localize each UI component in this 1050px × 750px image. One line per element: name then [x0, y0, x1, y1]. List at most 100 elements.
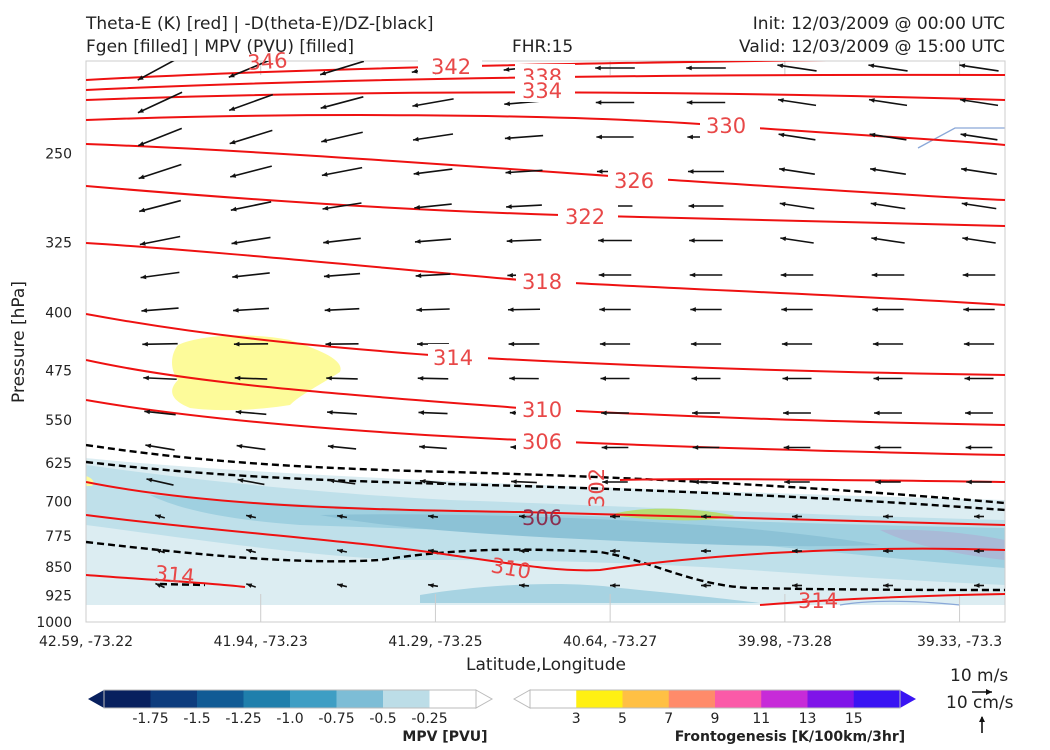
dthetae-contour-4 [159, 582, 206, 587]
wind-vector [137, 61, 175, 81]
wind-vector-head [323, 273, 330, 279]
wind-vector-head [701, 583, 707, 588]
wind-vector-head [871, 272, 878, 278]
y-tick-label: 550 [45, 413, 72, 429]
wind-vector-head [601, 410, 607, 416]
wind-vector-head [246, 548, 253, 554]
wind-vector-head [688, 203, 695, 209]
contour-label-330: 330 [706, 114, 746, 138]
fgen-colorbar-frame [529, 689, 901, 709]
wind-vectors [137, 61, 999, 589]
wind-vector-head [780, 236, 787, 242]
theta-e-contour-334 [86, 91, 1005, 101]
mpv-colorbar-segment [336, 690, 384, 708]
wind-vector [412, 98, 454, 107]
wind-vector-head [428, 514, 434, 519]
wind-vector-head [326, 375, 332, 381]
contour-label-334: 334 [522, 79, 562, 103]
wind-vector [139, 199, 181, 213]
wind-vector-head [138, 174, 145, 179]
fgen-colorbar-tick: 15 [845, 711, 863, 727]
wind-vector-head [602, 479, 608, 485]
contour-label-346: 346 [247, 48, 289, 75]
wind-vector-head [139, 207, 146, 213]
wind-vector-head [873, 376, 880, 381]
wind-vector-head [781, 341, 788, 347]
wind-vector-head [778, 98, 784, 103]
vector-key-label-vertical: 10 cm/s [946, 693, 1014, 713]
theta-e-contour-306-low [86, 514, 1005, 572]
wind-vector-head [419, 478, 426, 484]
wind-vector-head [230, 206, 237, 212]
wind-vector [230, 201, 272, 211]
wind-vector [138, 163, 182, 180]
mpv-colorbar-extend-low [88, 690, 104, 708]
wind-vector-head [233, 307, 239, 313]
wind-vector-head [325, 341, 332, 347]
wind-vector [780, 237, 814, 244]
wind-vector-head [960, 98, 966, 103]
wind-vector-head [783, 410, 789, 416]
label-bg-310 [516, 396, 576, 422]
wind-vector-head [146, 477, 153, 483]
wind-vector-head [322, 205, 329, 211]
dthetae-contour-1 [86, 443, 1005, 505]
wind-vector-head [509, 410, 516, 416]
wind-vector [320, 96, 364, 109]
vector-key: 10 m/s 10 cm/s [946, 666, 1014, 733]
wind-vector-head [428, 548, 434, 554]
mpv-outline-lower-right [839, 600, 961, 606]
theta-e-contour-330 [86, 114, 1005, 146]
contour-label-302: 302 [585, 468, 609, 508]
wind-vector-head [792, 514, 798, 519]
contour-label-342: 342 [431, 55, 471, 79]
wind-vector-head [503, 67, 510, 72]
fgen-colorbar-title: Frontogenesis [K/100km/3hr] [675, 729, 905, 745]
wind-vector-head [414, 205, 421, 210]
wind-vector-head [229, 139, 236, 145]
fgen-colorbar-tick: 9 [711, 711, 720, 727]
wind-vector-head [963, 307, 969, 312]
wind-vector-head [142, 341, 148, 347]
wind-vector [139, 235, 181, 246]
wind-vector-head [327, 444, 334, 449]
wind-vector-head [320, 104, 327, 110]
wind-vector-head [599, 307, 605, 312]
wind-vector [962, 237, 996, 244]
wind-vector-head [599, 341, 606, 347]
wind-vector-head [145, 443, 152, 449]
y-axis-label: Pressure [hPa] [9, 281, 29, 403]
wind-vector-head [687, 134, 693, 140]
mpv-colorbar-tick: -1.25 [225, 711, 261, 727]
wind-vector-head [328, 478, 335, 484]
wind-vector [232, 272, 270, 278]
wind-vector-head [509, 376, 515, 381]
wind-vector-head [411, 68, 418, 74]
mpv-colorbar-segment [150, 690, 198, 708]
y-tick-label: 625 [45, 456, 72, 472]
wind-vector-head [155, 548, 162, 554]
wind-vector [778, 133, 816, 141]
wind-vector-head [687, 169, 694, 174]
wind-vector-head [324, 307, 331, 313]
wind-vector [323, 237, 361, 244]
wind-vector-head [415, 273, 422, 278]
wind-vector [961, 202, 997, 210]
wind-vector [868, 64, 908, 72]
wind-vector-head [507, 272, 513, 278]
forecast-hour-label: FHR:15 [512, 37, 574, 57]
wind-vector-head [965, 445, 972, 450]
wind-vector-head [779, 201, 786, 207]
chart-title-line1: Theta-E (K) [red] | -D(theta-E)/DZ-[blac… [86, 14, 434, 34]
y-tick-label: 1000 [36, 615, 72, 631]
wind-vector-head [689, 238, 695, 243]
label-bg-318 [516, 268, 576, 294]
vector-key-arrowhead-horizontal [986, 689, 992, 695]
vector-key-label-horizontal: 10 m/s [950, 666, 1008, 686]
fgen-colorbar-tick: 11 [752, 711, 770, 727]
wind-vector-head [870, 201, 877, 207]
contour-label-326: 326 [614, 169, 654, 193]
wind-vector-head [872, 341, 879, 347]
wind-vector [228, 61, 270, 79]
wind-vector [960, 133, 998, 141]
